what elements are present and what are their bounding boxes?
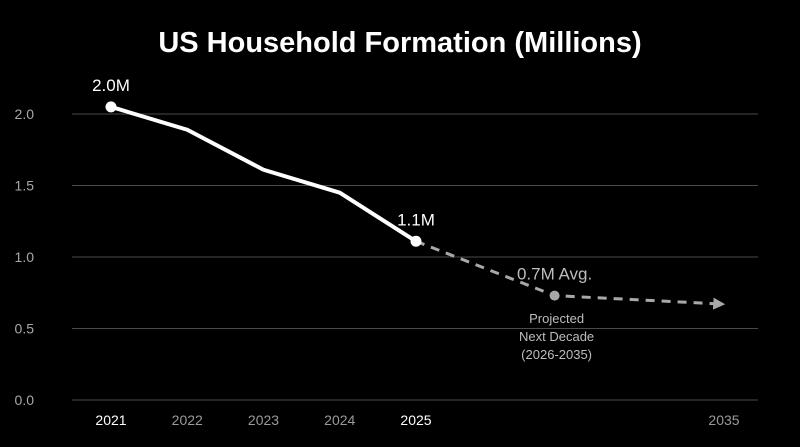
x-tick-label: 2025 bbox=[400, 412, 431, 428]
data-point-marker bbox=[410, 235, 422, 247]
data-point-marker bbox=[105, 101, 117, 113]
x-tick-label: 2024 bbox=[324, 412, 355, 428]
y-tick-label: 1.0 bbox=[15, 249, 35, 265]
y-tick-label: 0.0 bbox=[15, 392, 35, 408]
data-markers bbox=[105, 101, 560, 301]
projection-note: Projected Next Decade (2026-2035) bbox=[519, 311, 594, 362]
projection-note-line: Projected bbox=[529, 311, 584, 326]
x-axis-ticks: 2021 2022 2023 2024 2025 2035 bbox=[95, 412, 739, 428]
x-tick-label: 2022 bbox=[172, 412, 203, 428]
y-tick-label: 2.0 bbox=[15, 106, 35, 122]
y-axis-ticks: 0.0 0.5 1.0 1.5 2.0 bbox=[15, 106, 35, 408]
data-point-marker bbox=[549, 290, 560, 301]
y-tick-label: 0.5 bbox=[15, 321, 35, 337]
projection-note-line: Next Decade bbox=[519, 329, 594, 344]
gridlines bbox=[72, 113, 758, 401]
series-lines bbox=[109, 104, 726, 310]
x-tick-label: 2035 bbox=[708, 412, 739, 428]
data-label: 2.0M bbox=[92, 76, 130, 95]
data-label: 1.1M bbox=[397, 210, 435, 229]
projection-note-line: (2026-2035) bbox=[521, 347, 592, 362]
data-labels: 2.0M 1.1M 0.7M Avg. bbox=[92, 76, 592, 284]
x-tick-label: 2021 bbox=[95, 412, 126, 428]
x-tick-label: 2023 bbox=[248, 412, 279, 428]
y-tick-label: 1.5 bbox=[15, 178, 35, 194]
actual-series-line bbox=[109, 104, 418, 244]
chart-title: US Household Formation (Millions) bbox=[158, 27, 641, 59]
data-label: 0.7M Avg. bbox=[517, 265, 592, 284]
